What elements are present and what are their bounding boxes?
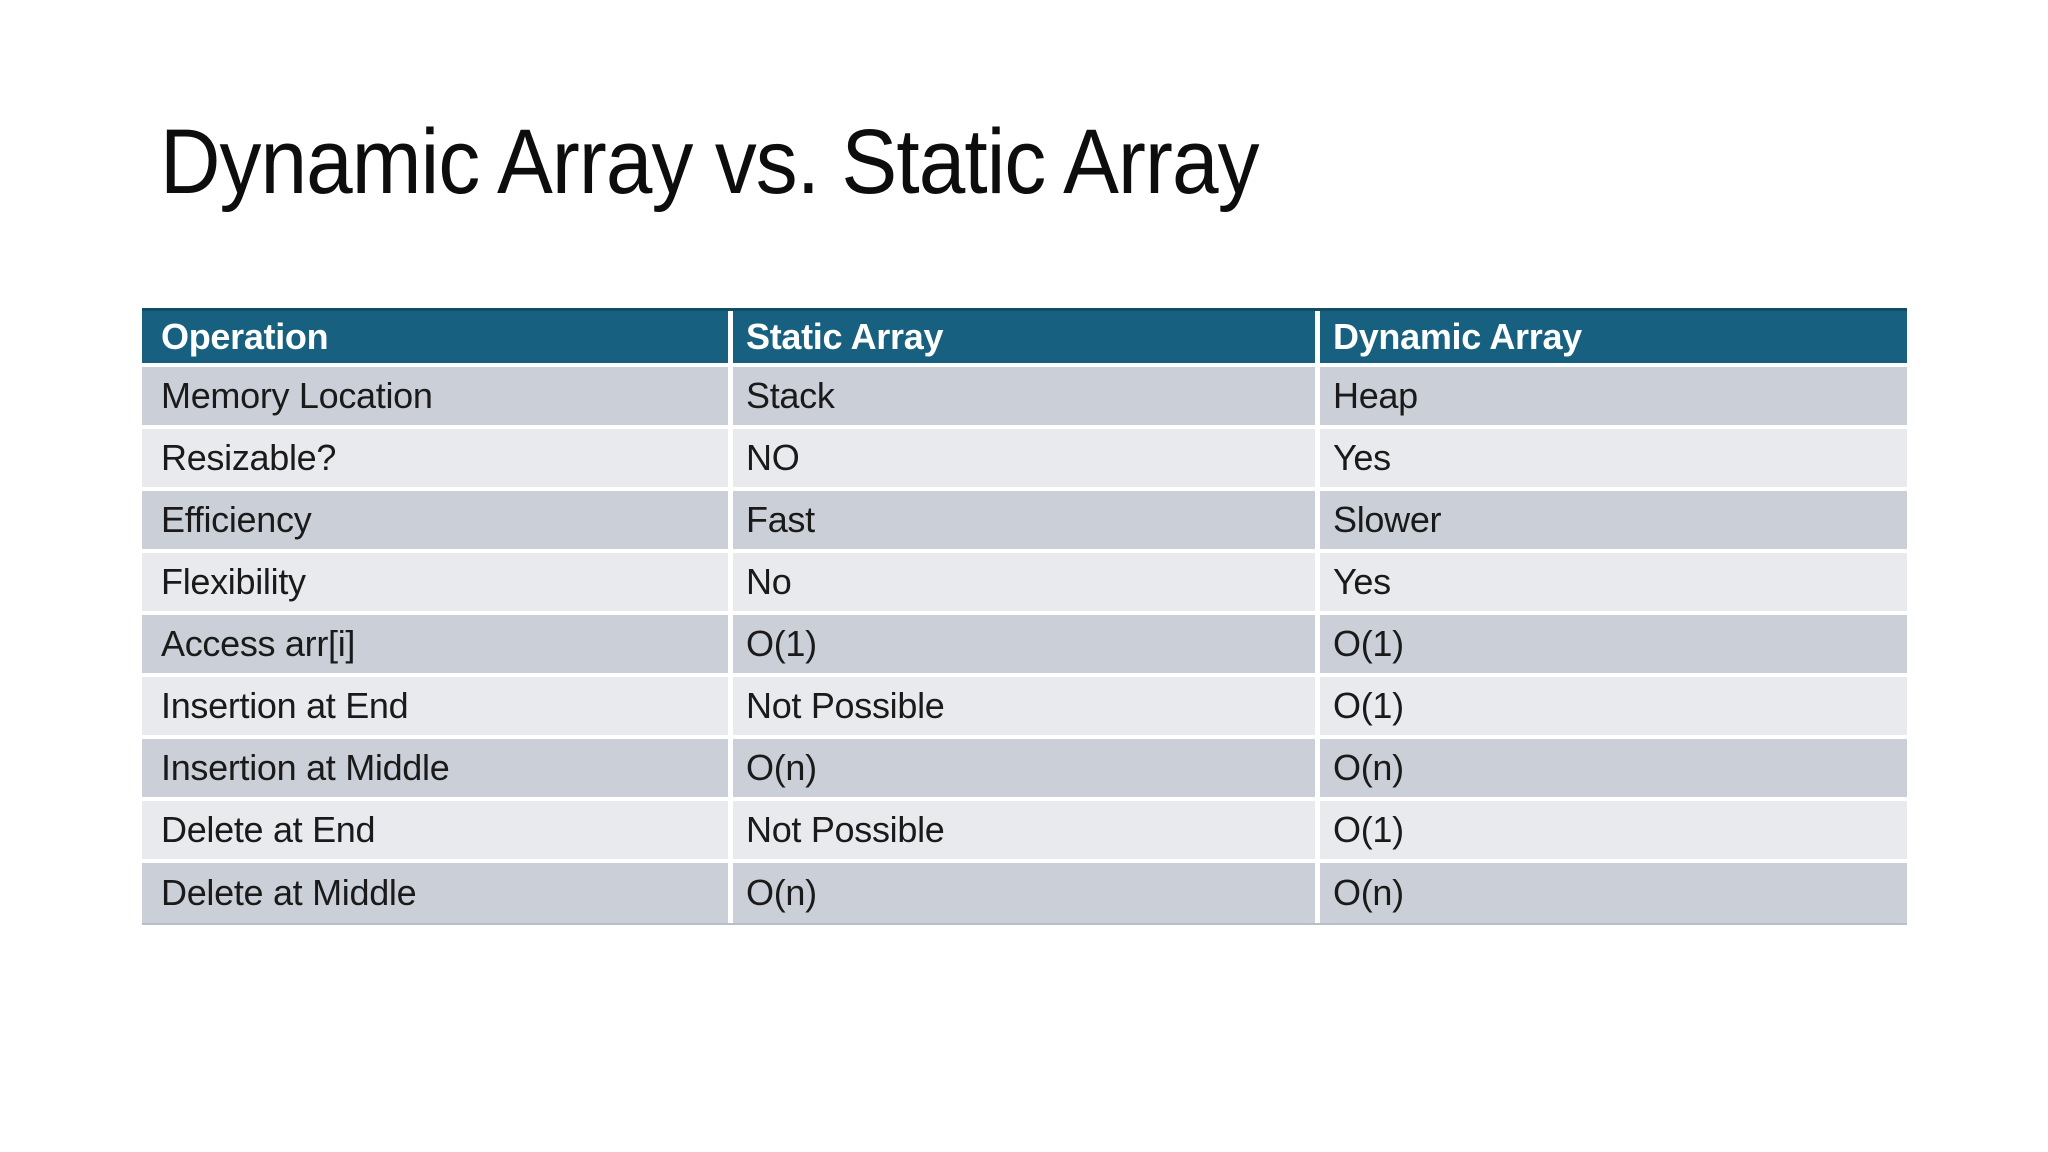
cell-static: Not Possible: [733, 677, 1320, 739]
cell-static: Stack: [733, 367, 1320, 429]
table-row: Delete at Middle O(n) O(n): [142, 863, 1907, 923]
cell-static: No: [733, 553, 1320, 615]
cell-dynamic: O(1): [1320, 801, 1907, 863]
table-row: Insertion at Middle O(n) O(n): [142, 739, 1907, 801]
column-header-static-array: Static Array: [733, 311, 1320, 367]
cell-operation: Access arr[i]: [142, 615, 733, 677]
cell-static: NO: [733, 429, 1320, 491]
slide-title: Dynamic Array vs. Static Array: [160, 111, 1259, 213]
cell-operation: Efficiency: [142, 491, 733, 553]
cell-static: O(1): [733, 615, 1320, 677]
column-header-dynamic-array: Dynamic Array: [1320, 311, 1907, 367]
cell-dynamic: O(n): [1320, 739, 1907, 801]
table-row: Resizable? NO Yes: [142, 429, 1907, 491]
comparison-table: Operation Static Array Dynamic Array Mem…: [142, 308, 1907, 925]
table-row: Insertion at End Not Possible O(1): [142, 677, 1907, 739]
cell-dynamic: Heap: [1320, 367, 1907, 429]
table-header-row: Operation Static Array Dynamic Array: [142, 311, 1907, 367]
cell-static: O(n): [733, 739, 1320, 801]
cell-operation: Flexibility: [142, 553, 733, 615]
cell-operation: Delete at End: [142, 801, 733, 863]
column-header-operation: Operation: [142, 311, 733, 367]
table-row: Delete at End Not Possible O(1): [142, 801, 1907, 863]
cell-static: Fast: [733, 491, 1320, 553]
cell-dynamic: O(1): [1320, 677, 1907, 739]
cell-operation: Delete at Middle: [142, 863, 733, 923]
cell-static: O(n): [733, 863, 1320, 923]
table-row: Efficiency Fast Slower: [142, 491, 1907, 553]
cell-operation: Resizable?: [142, 429, 733, 491]
cell-static: Not Possible: [733, 801, 1320, 863]
table-row: Flexibility No Yes: [142, 553, 1907, 615]
cell-dynamic: O(1): [1320, 615, 1907, 677]
cell-operation: Memory Location: [142, 367, 733, 429]
cell-dynamic: O(n): [1320, 863, 1907, 923]
cell-operation: Insertion at Middle: [142, 739, 733, 801]
cell-operation: Insertion at End: [142, 677, 733, 739]
cell-dynamic: Yes: [1320, 429, 1907, 491]
cell-dynamic: Yes: [1320, 553, 1907, 615]
cell-dynamic: Slower: [1320, 491, 1907, 553]
table-row: Memory Location Stack Heap: [142, 367, 1907, 429]
table-row: Access arr[i] O(1) O(1): [142, 615, 1907, 677]
